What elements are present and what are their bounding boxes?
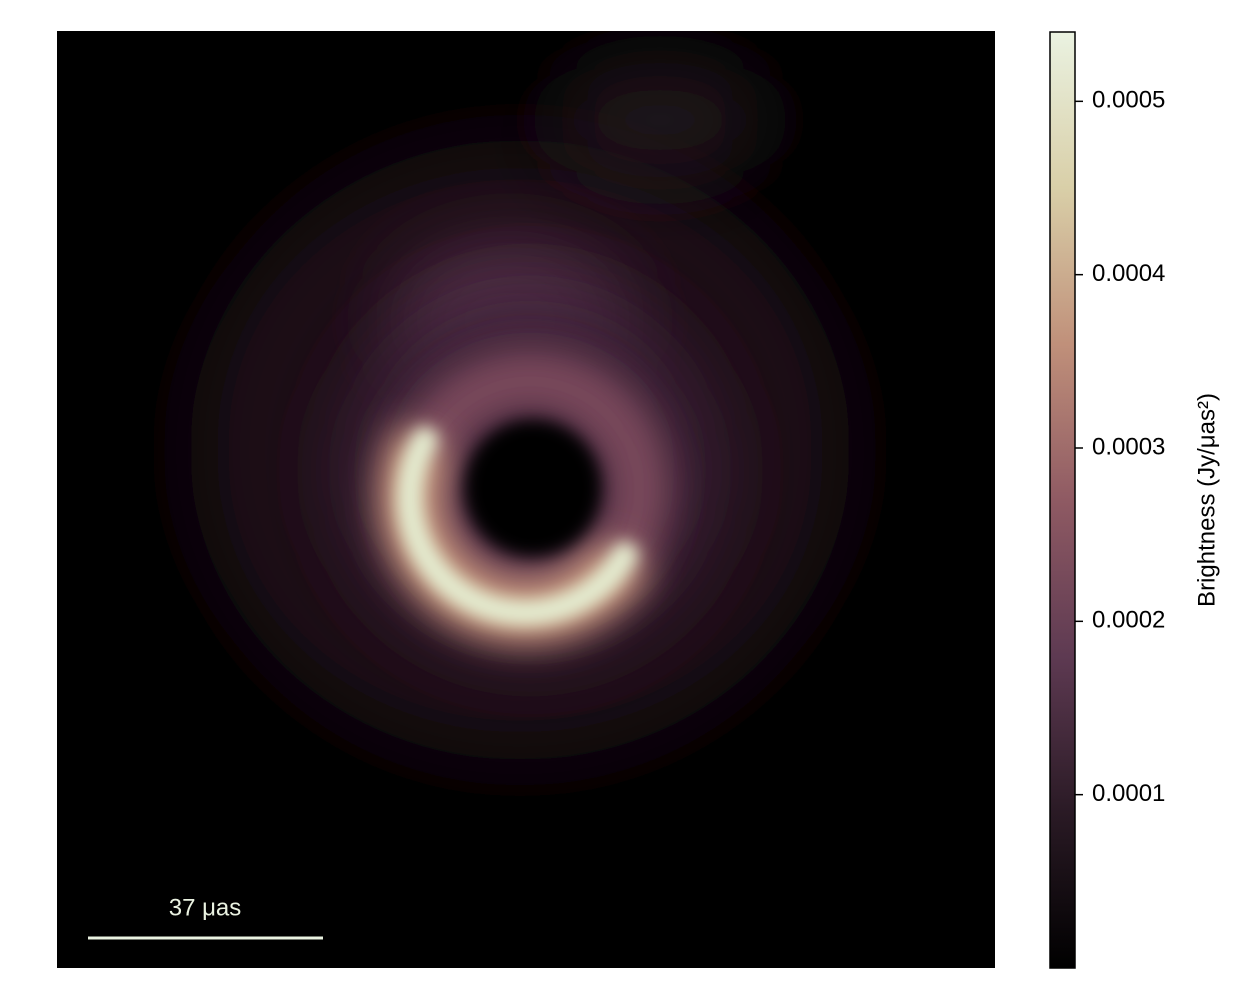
colorbar — [1049, 31, 1076, 969]
colorbar-tick-label: 0.0002 — [1092, 607, 1165, 634]
scale-bar-label: 37 μas — [169, 894, 242, 921]
colorbar-label: Brightness (Jy/μas²) — [1193, 393, 1220, 607]
colorbar-tick-label: 0.0001 — [1092, 780, 1165, 807]
image — [57, 31, 995, 968]
colorbar-tick-label: 0.0003 — [1092, 433, 1165, 460]
colorbar-tick-label: 0.0004 — [1092, 260, 1165, 287]
colorbar-tick-label: 0.0005 — [1092, 87, 1165, 114]
